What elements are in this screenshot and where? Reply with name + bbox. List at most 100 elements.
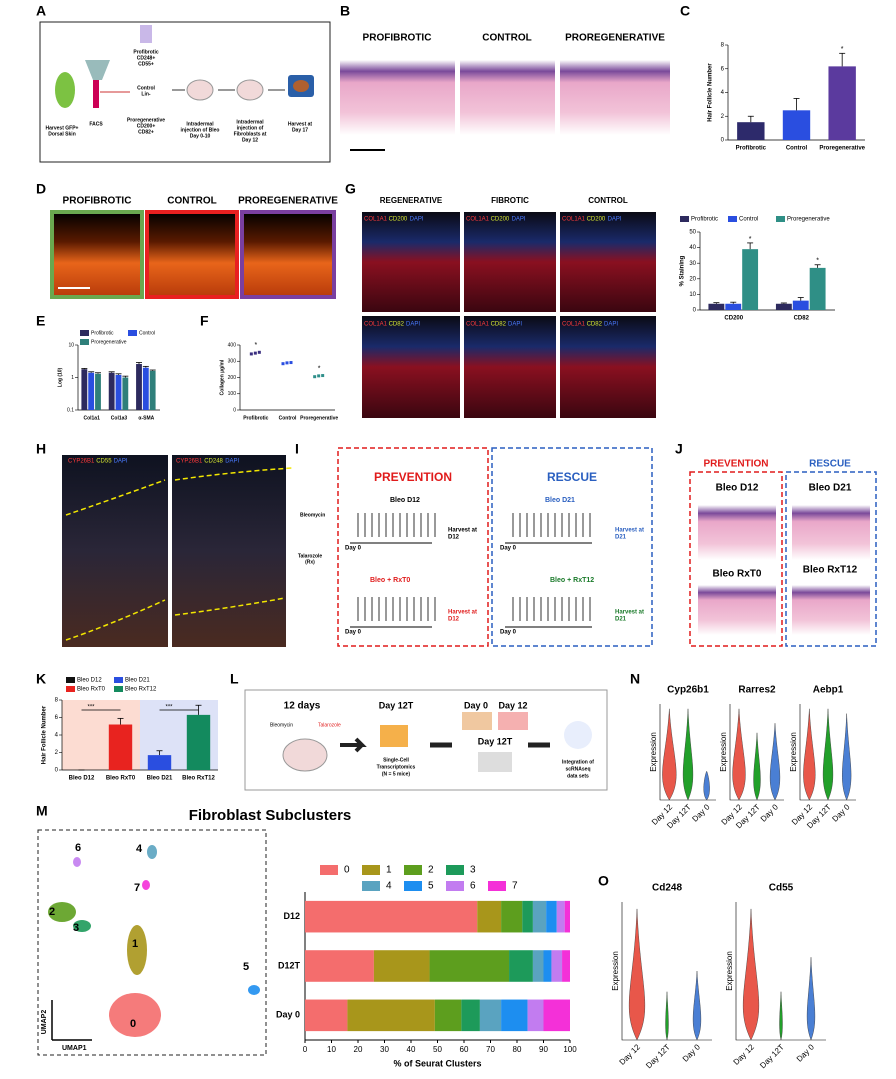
- stain-label: DAPI: [512, 217, 526, 223]
- step-text: CD82+: [138, 129, 154, 135]
- bar: [792, 300, 809, 310]
- stain-label: CD200: [491, 217, 510, 223]
- x-tick-label: 60: [460, 1045, 469, 1054]
- harvest-label: Harvest at: [448, 610, 477, 616]
- legend-label: 6: [470, 881, 476, 892]
- y-tick-label: 6: [721, 66, 725, 72]
- group-label: Day 12: [618, 1042, 643, 1067]
- panel-letter: M: [36, 803, 48, 819]
- picrosirius-image: [50, 210, 144, 299]
- step-text: Intradermal: [186, 121, 214, 127]
- text: Single-Cell: [383, 757, 409, 763]
- violin: [753, 732, 761, 801]
- group-label: Day 0: [690, 802, 712, 824]
- cluster-blob: [248, 985, 260, 995]
- legend-swatch: [488, 881, 506, 891]
- harvest-label: Harvest at: [615, 610, 644, 616]
- stain-label: CD55: [96, 459, 112, 465]
- text: Day 0: [464, 700, 488, 710]
- text: Day 12T: [379, 700, 414, 710]
- significance-marker: *: [749, 236, 752, 243]
- bar: [81, 369, 88, 410]
- violin: [703, 770, 710, 801]
- boundary: [65, 479, 166, 516]
- violin: [665, 991, 669, 1041]
- legend-label: 7: [512, 881, 518, 892]
- violin: [842, 713, 852, 801]
- y-axis-label: Hair Follicle Number: [708, 63, 714, 122]
- gene-title: Cyp26b1: [667, 685, 709, 696]
- x-tick-label: Col1a1: [83, 415, 100, 421]
- point: [249, 352, 253, 356]
- y-tick-label: 20: [689, 276, 696, 282]
- violin: [682, 708, 694, 801]
- bar: [95, 373, 101, 410]
- x-tick-label: Col1a3: [111, 415, 128, 421]
- point: [257, 350, 261, 354]
- step-text: Harvest GFP+: [46, 125, 79, 131]
- y-tick-label: 50: [689, 230, 696, 236]
- text: scRNAseq: [565, 766, 590, 772]
- group-label: Day 0: [681, 1042, 703, 1064]
- day-label: Day 0: [345, 546, 362, 552]
- x-tick-label: Control: [279, 415, 297, 421]
- panel-a-frame: [39, 21, 331, 163]
- day-label: Day 0: [345, 630, 362, 636]
- agent-label: (Rx): [305, 559, 315, 565]
- legend-swatch: [114, 677, 123, 683]
- cluster-label: 6: [75, 842, 81, 854]
- bar: [708, 303, 725, 310]
- stain-label: DAPI: [114, 459, 128, 465]
- stain-label: DAPI: [406, 322, 420, 328]
- umap-axes: [51, 1000, 92, 1041]
- bar-segment: [509, 950, 533, 982]
- bar: [136, 364, 142, 410]
- column-header: CONTROL: [588, 196, 628, 205]
- step-text: Proregenerative: [127, 117, 165, 123]
- facs-tube: [93, 80, 99, 108]
- prevention-box: [689, 471, 783, 647]
- point: [289, 361, 293, 365]
- stain-label: COL1A1: [466, 322, 490, 328]
- panel-letter: C: [680, 3, 690, 19]
- step-text: CD248+: [137, 55, 156, 61]
- y-tick-label: 0: [55, 768, 59, 774]
- facs-icon: [85, 60, 110, 80]
- cluster-label: 3: [73, 922, 79, 934]
- histology-image: [340, 60, 455, 135]
- bar-segment: [501, 900, 523, 933]
- x-tick-label: Bleo D21: [147, 776, 173, 782]
- panel-letter: I: [295, 441, 299, 457]
- day-label: Day 0: [500, 546, 517, 552]
- group-title: RESCUE: [547, 470, 597, 484]
- legend-label: Profibrotic: [91, 330, 114, 336]
- y-tick-label: 4: [721, 90, 725, 96]
- cluster-label: 7: [134, 882, 140, 894]
- mouse-icon: [186, 79, 214, 101]
- x-tick-label: α-SMA: [138, 415, 154, 421]
- bar-segment: [543, 999, 570, 1032]
- legend-swatch: [128, 330, 137, 336]
- legend-swatch: [776, 216, 785, 222]
- y-tick-label: 2: [55, 750, 59, 756]
- stain-label: COL1A1: [562, 217, 586, 223]
- group-label: Bleo + RxT0: [370, 577, 410, 584]
- legend-label: Bleo RxT12: [125, 687, 157, 693]
- axis: [621, 902, 712, 1041]
- title: Fibroblast Subclusters: [189, 807, 352, 824]
- column-header: PROFIBROTIC: [363, 33, 432, 44]
- legend-label: 1: [386, 865, 392, 876]
- panel-letter: E: [36, 313, 45, 329]
- column-header: FIBROTIC: [491, 196, 529, 205]
- group-label: Bleo + RxT12: [550, 577, 594, 584]
- y-axis-label: Collagen µg/ml: [219, 359, 225, 395]
- step-text: Day 12: [242, 137, 258, 143]
- bar: [782, 110, 811, 140]
- panel-letter: K: [36, 671, 46, 687]
- y-tick-label: Day 0: [276, 1010, 300, 1020]
- axis-label: Expression: [649, 732, 658, 772]
- y-tick-label: 8: [55, 698, 59, 704]
- significance-marker: *: [841, 46, 844, 53]
- bar: [828, 66, 856, 140]
- violin: [742, 908, 760, 1041]
